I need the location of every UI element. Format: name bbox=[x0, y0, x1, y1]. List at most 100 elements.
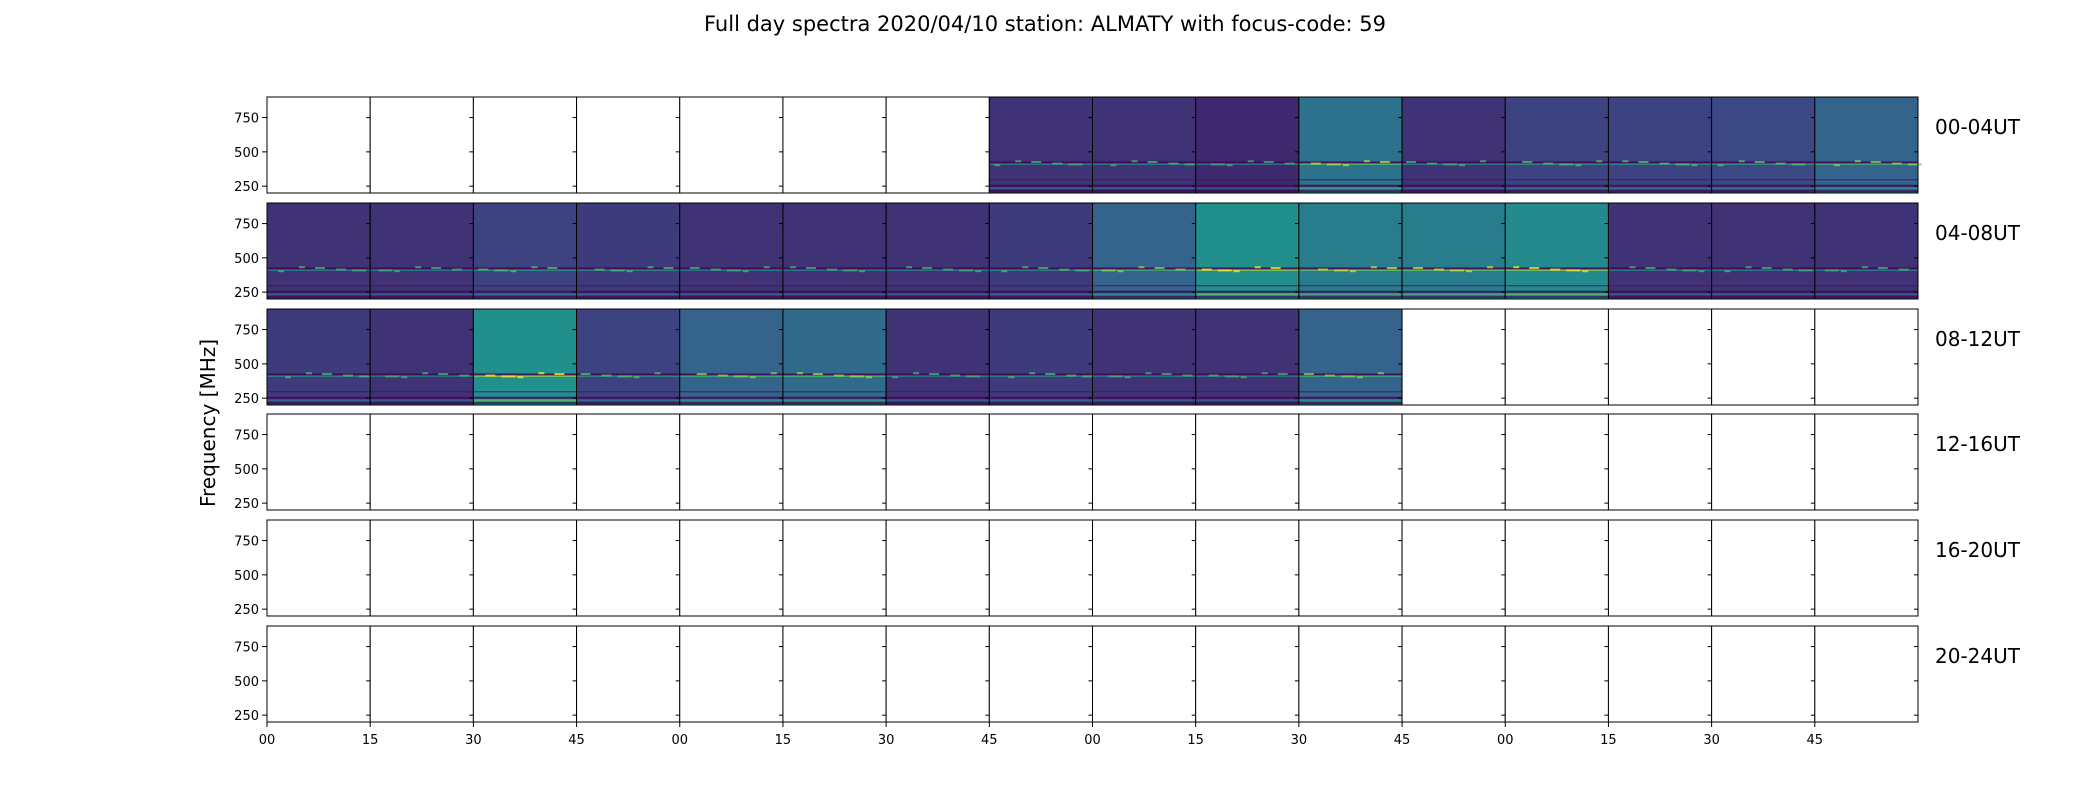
spectrum-burst bbox=[1891, 162, 1902, 165]
spectrum-burst bbox=[1466, 270, 1473, 273]
y-tick-label: 500 bbox=[234, 675, 259, 690]
spectrum-band bbox=[679, 267, 783, 270]
spectrum-burst bbox=[1015, 160, 1022, 163]
spectrum-band bbox=[370, 268, 474, 271]
empty-panel bbox=[886, 626, 990, 722]
spectrum-burst bbox=[452, 268, 463, 271]
spectrum-band bbox=[1092, 187, 1196, 190]
spectrum-burst bbox=[1356, 376, 1363, 379]
spectrum-burst bbox=[1406, 161, 1417, 164]
empty-panel bbox=[989, 520, 1093, 616]
x-tick-label: 15 bbox=[775, 733, 792, 748]
spectrum-band bbox=[1092, 179, 1196, 181]
y-tick-label: 750 bbox=[234, 324, 259, 339]
spectrum-band bbox=[1711, 293, 1815, 296]
spectrum-burst bbox=[1629, 266, 1636, 269]
spectrum-band bbox=[1814, 162, 1918, 165]
spectrum-burst bbox=[1791, 163, 1806, 166]
spectrum-band bbox=[679, 293, 783, 296]
spectrum-band bbox=[1505, 162, 1609, 165]
spectrum-band bbox=[1608, 267, 1712, 270]
spectrum-band bbox=[1608, 296, 1712, 298]
spectrum-burst bbox=[770, 372, 777, 375]
spectrum-burst bbox=[726, 269, 741, 272]
spectrum-burst bbox=[617, 375, 632, 378]
y-tick-label: 750 bbox=[234, 641, 259, 656]
spectrum-burst bbox=[1201, 268, 1212, 271]
spectrum-burst bbox=[1031, 161, 1042, 164]
empty-panel bbox=[1814, 626, 1918, 722]
spectrum-burst bbox=[1340, 375, 1355, 378]
x-tick-label: 30 bbox=[1291, 733, 1308, 748]
spectrum-band bbox=[1711, 296, 1815, 298]
y-tick-label: 250 bbox=[234, 180, 259, 195]
spectrum-burst bbox=[554, 373, 565, 376]
spectrum-burst bbox=[1738, 160, 1745, 163]
spectrum-band bbox=[1092, 399, 1196, 402]
spectrum-burst bbox=[322, 373, 332, 376]
spectrum-band bbox=[782, 290, 887, 293]
spectrum-burst bbox=[1217, 269, 1232, 272]
spectrum-band bbox=[1298, 373, 1403, 376]
spectrum-burst bbox=[849, 375, 864, 378]
spectrum-burst bbox=[1854, 160, 1861, 163]
spectrum-burst bbox=[892, 376, 899, 379]
empty-panel bbox=[1092, 414, 1196, 510]
spectrum-burst bbox=[1270, 267, 1281, 270]
spectrum-band bbox=[1092, 296, 1196, 298]
spectrum-burst bbox=[1724, 270, 1731, 273]
spectrum-burst bbox=[1487, 266, 1494, 269]
spectrum-panel bbox=[1608, 203, 1712, 299]
spectrum-burst bbox=[1754, 161, 1765, 164]
spectrum-band bbox=[267, 399, 371, 402]
spectrum-band bbox=[1402, 179, 1506, 181]
row-label: 08-12UT bbox=[1935, 327, 2021, 351]
spectrum-burst bbox=[994, 164, 1001, 167]
spectrum-burst bbox=[647, 266, 654, 269]
empty-panel bbox=[782, 626, 887, 722]
spectrum-band bbox=[576, 267, 680, 270]
spectrum-burst bbox=[478, 268, 489, 271]
spectrum-band bbox=[473, 396, 577, 399]
spectrum-band bbox=[1814, 285, 1918, 287]
spectrum-burst bbox=[865, 376, 872, 379]
spectrum-burst bbox=[805, 267, 816, 270]
spectrum-burst bbox=[1745, 266, 1752, 269]
spectrum-burst bbox=[1559, 163, 1574, 166]
spectrum-band bbox=[1298, 285, 1403, 287]
spectrum-burst bbox=[1898, 268, 1909, 271]
spectrum-burst bbox=[1434, 268, 1445, 271]
spectrum-panel bbox=[1195, 309, 1299, 405]
empty-panel bbox=[1195, 520, 1299, 616]
spectrum-burst bbox=[1782, 268, 1793, 271]
spectrum-band bbox=[782, 285, 887, 287]
empty-panel bbox=[576, 97, 680, 193]
spectrum-band bbox=[1402, 190, 1506, 192]
spectrum-burst bbox=[485, 374, 496, 377]
empty-panel bbox=[370, 97, 474, 193]
spectrum-burst bbox=[1247, 160, 1254, 163]
spectrum-band bbox=[679, 374, 783, 377]
row-label: 12-16UT bbox=[1935, 432, 2021, 456]
spectrum-band bbox=[1195, 162, 1299, 165]
spectrum-burst bbox=[1124, 376, 1131, 379]
empty-panel bbox=[1402, 309, 1506, 405]
spectrum-panel bbox=[1608, 97, 1712, 193]
y-tick-label: 250 bbox=[234, 709, 259, 724]
spectrum-burst bbox=[1513, 266, 1520, 269]
spectrum-burst bbox=[1082, 375, 1097, 378]
spectrum-burst bbox=[812, 373, 823, 376]
spectrum-burst bbox=[1161, 373, 1172, 376]
spectrum-burst bbox=[315, 267, 325, 270]
spectrum-band bbox=[267, 290, 371, 293]
spectrum-burst bbox=[1310, 162, 1321, 165]
spectrum-band bbox=[267, 293, 371, 296]
spectrum-burst bbox=[1550, 268, 1561, 271]
empty-panel bbox=[576, 626, 680, 722]
empty-panel bbox=[1814, 414, 1918, 510]
spectrum-burst bbox=[1029, 372, 1036, 375]
x-tick-label: 30 bbox=[465, 733, 482, 748]
x-tick-label: 15 bbox=[1187, 733, 1204, 748]
empty-panel bbox=[370, 414, 474, 510]
spectrum-burst bbox=[494, 269, 509, 272]
